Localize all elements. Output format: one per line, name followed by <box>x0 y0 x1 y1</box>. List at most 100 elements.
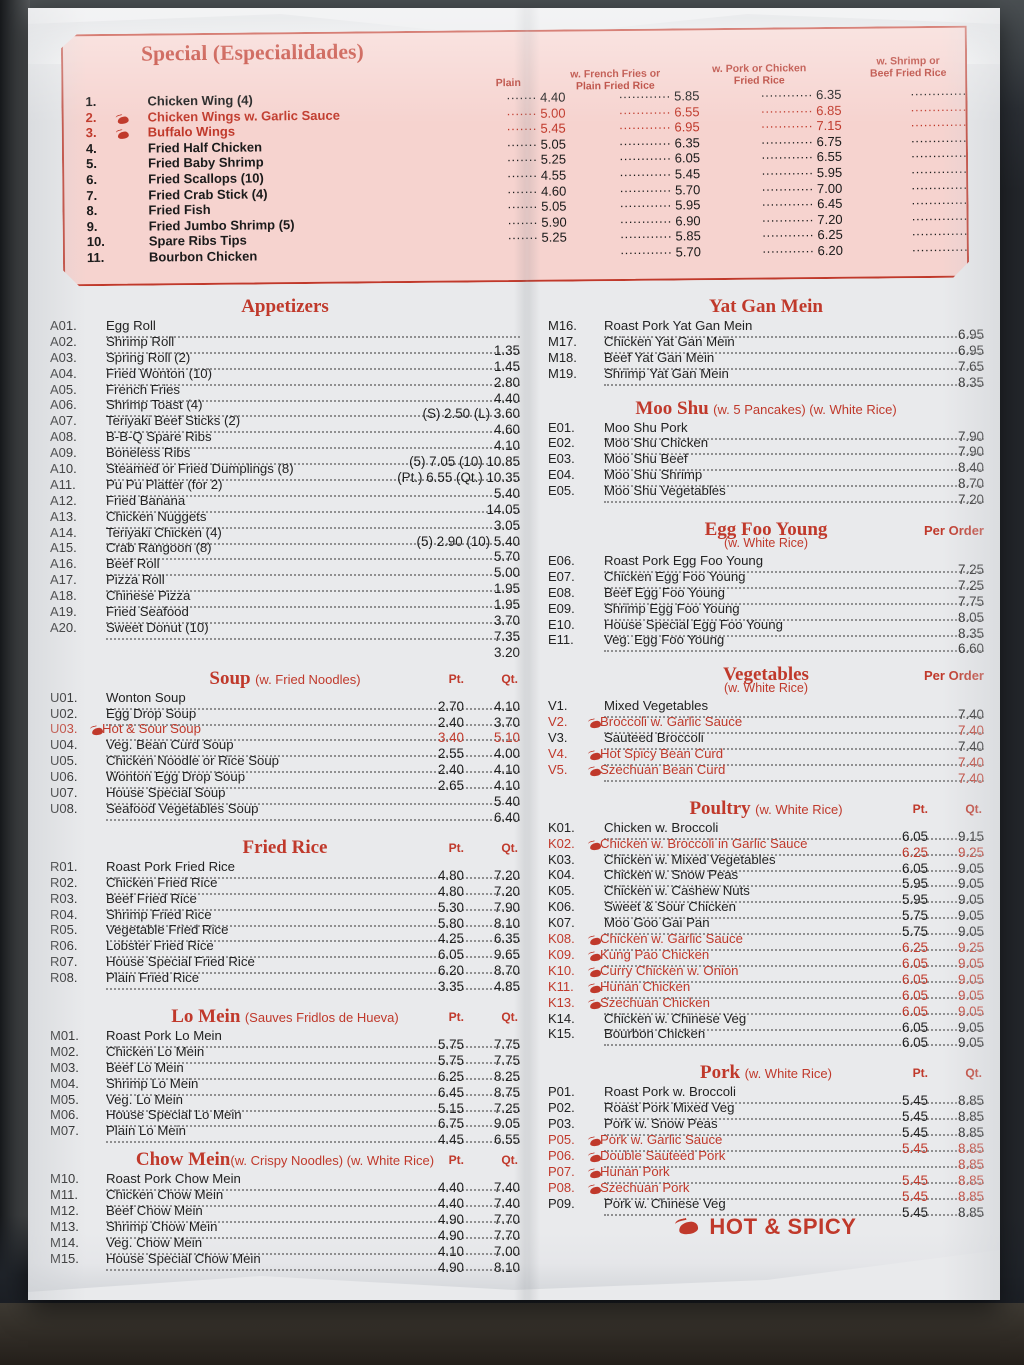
special-price-plain <box>467 245 567 246</box>
item-price-qt: 9.05 <box>957 955 984 971</box>
item-price-pt: 3.40 <box>437 730 464 746</box>
vegetable-price-row: 7.40 <box>548 771 984 787</box>
item-price-pt: 6.25 <box>901 940 928 956</box>
poultry-price-row: 6.05 9.05 <box>548 988 984 1004</box>
soup-price-row: 2.40 4.10 <box>50 762 520 778</box>
item-price-qt: 9.05 <box>957 971 984 987</box>
poultry-prices: 6.05 9.15 6.25 9.25 6.05 9.05 5.95 9.05 5.95 9.05… <box>548 829 984 1051</box>
appetizer-price-row: 1.95 <box>50 597 520 613</box>
special-price-shrimp-beef: ············· 6.75 <box>910 147 997 164</box>
pork-price-row: 8.85 <box>548 1157 984 1173</box>
yat-gan-mein-rows: M16. Roast Pork Yat Gan Mein M17. Chicken Y… <box>548 318 984 390</box>
special-price-french-fries: ············ 6.55 <box>618 103 700 120</box>
item-price-pt: 5.80 <box>437 915 464 931</box>
vegetables-subtitle: (w. White Rice) <box>723 681 809 696</box>
item-price-pt: 4.80 <box>437 883 464 899</box>
egg-foo-young-price-row: 8.35 <box>548 626 984 642</box>
egg-foo-young-subtitle: (w. White Rice) <box>723 536 809 551</box>
item-price-qt: 8.85 <box>957 1093 984 1109</box>
item-price: 7.40 <box>957 723 984 739</box>
item-price-pt: 5.45 <box>901 1140 928 1156</box>
item-price-qt: 8.85 <box>957 1188 984 1204</box>
appetizer-price-row: 2.80 <box>50 375 520 391</box>
lo-mein-price-row: 4.45 6.55 <box>50 1132 520 1148</box>
item-price-pt: 6.05 <box>901 987 928 1003</box>
moo-shu-price-row: 8.40 <box>548 460 984 476</box>
special-price-french-fries: ············ 5.85 <box>619 228 701 245</box>
appetizer-price-row: 1.95 <box>50 581 520 597</box>
item-price-qt: 9.05 <box>957 876 984 892</box>
item-price: 8.05 <box>957 609 984 625</box>
lo-mein-rows: M01. Roast Pork Lo Mein M02. Chicken Lo Mei… <box>50 1028 520 1147</box>
special-price-pork-chicken: ············ 7.20 <box>761 211 843 228</box>
pork-col-qt: Qt. <box>965 1066 982 1081</box>
special-price-shrimp-beef: ············· 7.60 <box>911 210 997 226</box>
pork-subtitle: (w. White Rice) <box>744 1066 832 1082</box>
item-price: 1.45 <box>493 358 520 374</box>
appetizer-prices: 1.35 1.45 2.80 4.40 (S) 2.50 (L) 3.60 4.60 4.1… <box>50 327 520 661</box>
special-price-plain: ······· 5.05 <box>507 198 567 215</box>
vegetables-rows: V1. Mixed Vegetables V2. Broccoli w. Garlic… <box>548 698 984 786</box>
special-price-shrimp-beef: ············· 6.65 <box>911 194 997 211</box>
item-price: 6.60 <box>957 641 984 657</box>
item-price: 7.20 <box>957 492 984 508</box>
item-price-qt: 8.85 <box>957 1156 984 1172</box>
item-price: 7.40 <box>957 707 984 723</box>
poultry-price-row: 5.75 9.05 <box>548 924 984 940</box>
pork-price-row: 5.45 8.85 <box>548 1173 984 1189</box>
item-price-qt: 8.85 <box>957 1140 984 1156</box>
appetizer-price-row: 4.10 <box>50 438 520 454</box>
special-price-shrimp-beef: ············· 6.75 <box>910 85 996 102</box>
appetizer-price-row: 5.70 <box>50 549 520 565</box>
special-price-plain: ······· 5.25 <box>507 229 567 246</box>
section-moo-shu: Moo Shu (w. 5 Pancakes) (w. White Rice) … <box>548 397 984 507</box>
special-price-french-fries: ············ 6.90 <box>619 212 701 229</box>
appetizer-price-row: 3.20 <box>50 645 520 661</box>
lo-mein-price-row: 6.75 9.05 <box>50 1116 520 1132</box>
section-lo-mein: Lo Mein (Sauves Fridlos de Hueva) Pt. Qt… <box>50 1006 520 1147</box>
special-section-title: Special (Especialidades) <box>140 39 364 66</box>
item-price-qt: 7.40 <box>493 1180 520 1196</box>
pork-price-row: 5.45 8.85 <box>548 1093 984 1109</box>
item-price-qt: 4.85 <box>493 979 520 995</box>
yat-gan-mein-price-row: 7.65 <box>548 359 984 375</box>
poultry-price-row: 6.05 9.05 <box>548 1035 984 1051</box>
poultry-col-qt: Qt. <box>965 801 982 816</box>
item-price-pt: 4.90 <box>437 1259 464 1275</box>
special-price-french-fries: ············ 6.95 <box>618 119 700 136</box>
moo-shu-rows: E01. Moo Shu Pork E02. Moo Shu Chicken E03. M… <box>548 420 984 507</box>
item-price-qt: 9.15 <box>957 828 984 844</box>
item-price-qt: 7.20 <box>493 883 520 899</box>
item-price: 6.95 <box>957 342 984 358</box>
chili-pepper-icon <box>674 1217 701 1236</box>
yat-gan-mein-heading: Yat Gan Mein <box>548 296 984 318</box>
item-price-pt: 2.40 <box>437 762 464 778</box>
item-price-pt: 5.75 <box>437 1052 464 1068</box>
appetizers-rows: A01. Egg Roll A02. Shrimp Roll A03. Spring Ro… <box>50 318 520 660</box>
item-price-qt: 5 40 <box>493 794 520 810</box>
special-price-plain: ······· 5.25 <box>506 151 567 168</box>
item-price: (5) 7.05 (10) 10.85 <box>409 454 520 470</box>
item-price: 7.75 <box>957 593 984 609</box>
appetizer-price-row: 14.05 <box>50 502 520 518</box>
item-price-pt: 4.25 <box>437 931 464 947</box>
special-price-french-fries: ············ 5.85 <box>618 88 700 105</box>
lo-mein-prices: 5.75 7.75 5.75 7.75 6.25 8.25 6.45 8.75 5.15 7.25… <box>50 1037 520 1148</box>
fried-rice-price-row: 5.80 8.10 <box>50 916 520 932</box>
moo-shu-prices: 7.90 7.90 8.40 8.70 7.20 <box>548 429 984 508</box>
yat-gan-mein-price-row: 8.35 <box>548 375 984 391</box>
item-price-qt: 6.40 <box>493 809 520 825</box>
chow-mein-price-row: 4.90 7.70 <box>50 1228 520 1244</box>
poultry-subtitle: (w. White Rice) <box>755 801 843 817</box>
moo-shu-title: Moo Shu <box>635 397 709 419</box>
vegetables-col-per-order: Per Order <box>924 668 984 684</box>
item-price-qt: 9.65 <box>493 947 520 963</box>
item-price-pt: 2.40 <box>437 714 464 730</box>
egg-foo-young-rows: E06. Roast Pork Egg Foo Young E07. Chicken … <box>548 553 984 656</box>
item-price-qt: 8.10 <box>493 915 520 931</box>
poultry-price-row: 6.05 9.05 <box>548 1004 984 1020</box>
fried-rice-price-row: 3.35 4.85 <box>50 979 520 995</box>
lo-mein-price-row: 5.75 7.75 <box>50 1053 520 1069</box>
lo-mein-price-row: 5.75 7.75 <box>50 1037 520 1053</box>
section-egg-foo-young: Egg Foo Young (w. White Rice) Per Order … <box>548 519 984 656</box>
